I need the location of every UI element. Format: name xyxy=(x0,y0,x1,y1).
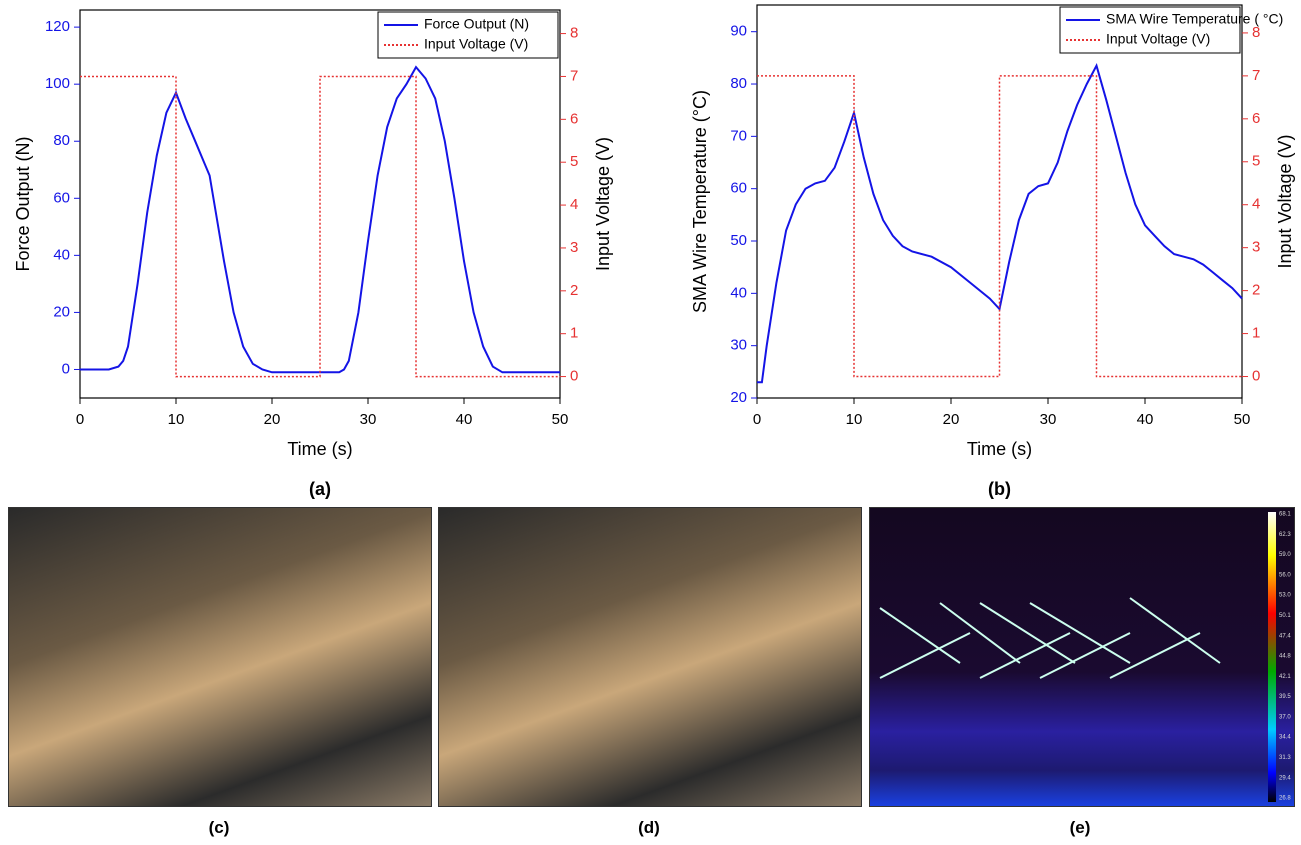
y2-tick-label: 6 xyxy=(1252,110,1260,127)
y-axis-label: SMA Wire Temperature (°C) xyxy=(690,90,710,313)
y2-tick-label: 2 xyxy=(1252,282,1260,299)
wires xyxy=(879,597,1221,679)
y-tick-label: 90 xyxy=(730,23,747,40)
x-tick-label: 30 xyxy=(1040,411,1057,428)
scale-label: 59.0 xyxy=(1279,552,1291,558)
y2-tick-label: 5 xyxy=(570,153,578,170)
series-line xyxy=(80,65,560,374)
y-tick-label: 100 xyxy=(45,75,70,92)
x-axis-label: Time (s) xyxy=(967,439,1032,459)
panel-label: (d) xyxy=(638,818,660,837)
x-tick-label: 20 xyxy=(943,411,960,428)
scale-label: 29.4 xyxy=(1279,775,1291,781)
y-tick-label: 120 xyxy=(45,18,70,35)
x-tick-label: 10 xyxy=(168,411,185,428)
scale-label: 31.3 xyxy=(1279,755,1291,761)
y2-axis-label: Input Voltage (V) xyxy=(1275,134,1295,268)
x-axis-label: Time (s) xyxy=(287,439,352,459)
y-tick-label: 40 xyxy=(53,246,70,263)
legend-label: Input Voltage (V) xyxy=(1106,31,1210,47)
y-tick-label: 80 xyxy=(730,75,747,92)
photo-e: 68.1 62.3 59.0 56.0 53.0 50.1 47.4 44.8 42.1 39.5… xyxy=(869,507,1295,807)
y-tick-label: 40 xyxy=(730,284,747,301)
scale-label: 44.8 xyxy=(1279,654,1291,660)
y2-tick-label: 7 xyxy=(1252,67,1260,84)
y2-tick-label: 4 xyxy=(570,196,578,213)
scale-label: 37.0 xyxy=(1279,714,1291,720)
legend-label: Input Voltage (V) xyxy=(424,36,528,52)
scale-label: 62.3 xyxy=(1279,532,1291,538)
y2-tick-label: 8 xyxy=(1252,24,1260,41)
y2-tick-label: 3 xyxy=(570,239,578,256)
scale-label: 47.4 xyxy=(1279,633,1291,639)
photo-c xyxy=(8,507,432,807)
y-tick-label: 0 xyxy=(62,360,70,377)
plot-frame xyxy=(79,9,561,399)
x-tick-label: 50 xyxy=(1234,411,1251,428)
x-tick-label: 40 xyxy=(456,411,473,428)
y2-tick-label: 6 xyxy=(570,110,578,127)
legend-label: Force Output (N) xyxy=(424,16,529,32)
scale-label: 56.0 xyxy=(1279,572,1291,578)
y2-tick-label: 8 xyxy=(570,25,578,42)
x-tick-label: 10 xyxy=(846,411,863,428)
y2-tick-label: 0 xyxy=(570,368,578,385)
panel-label: (a) xyxy=(309,479,331,499)
panel-label: (b) xyxy=(988,479,1011,499)
scale-label: 53.0 xyxy=(1279,593,1291,599)
x-tick-label: 0 xyxy=(753,411,761,428)
y-tick-label: 20 xyxy=(730,389,747,406)
legend-box xyxy=(1059,6,1241,54)
scale-label: 68.1 xyxy=(1279,512,1291,518)
panel-label: (c) xyxy=(208,818,230,837)
y-tick-label: 30 xyxy=(730,337,747,354)
y2-tick-label: 3 xyxy=(1252,239,1260,256)
thermal-overlay: 68.1 62.3 59.0 56.0 53.0 50.1 47.4 44.8 42.1 39.5… xyxy=(879,512,1291,802)
series-line xyxy=(757,75,1242,378)
scale-label: 39.5 xyxy=(1279,694,1291,700)
y-tick-label: 80 xyxy=(53,132,70,149)
charts: 0 10 20 30 40 50020406080100120012345678Time … xyxy=(13,4,1295,499)
y2-tick-label: 4 xyxy=(1252,196,1260,213)
scale-label: 50.1 xyxy=(1279,613,1291,619)
y2-tick-label: 7 xyxy=(570,67,578,84)
y-tick-label: 20 xyxy=(53,303,70,320)
plot-frame xyxy=(756,4,1243,399)
y-tick-label: 70 xyxy=(730,127,747,144)
scale-label: 42.1 xyxy=(1279,674,1291,680)
y-axis-label: Force Output (N) xyxy=(13,136,33,271)
y-tick-label: 60 xyxy=(730,180,747,197)
photo-d xyxy=(438,507,862,807)
series-line xyxy=(757,63,1243,384)
y-tick-label: 50 xyxy=(730,232,747,249)
panel-label: (e) xyxy=(1069,818,1091,837)
series-line xyxy=(80,75,560,378)
scale-label: 26.8 xyxy=(1279,796,1291,802)
y2-axis-label: Input Voltage (V) xyxy=(593,137,613,271)
x-tick-label: 0 xyxy=(76,411,84,428)
y2-tick-label: 1 xyxy=(570,325,578,342)
y-tick-label: 60 xyxy=(53,189,70,206)
legend-box xyxy=(377,11,559,59)
y2-tick-label: 5 xyxy=(1252,153,1260,170)
x-tick-label: 30 xyxy=(360,411,377,428)
x-tick-label: 20 xyxy=(264,411,281,428)
x-tick-label: 40 xyxy=(1137,411,1154,428)
scale-label: 34.4 xyxy=(1279,735,1291,741)
y2-tick-label: 0 xyxy=(1252,367,1260,384)
y2-tick-label: 2 xyxy=(570,282,578,299)
x-tick-label: 50 xyxy=(552,411,569,428)
legend-label: SMA Wire Temperature ( °C) xyxy=(1106,11,1283,27)
color-bar xyxy=(1268,512,1276,802)
color-scale: 68.1 62.3 59.0 56.0 53.0 50.1 47.4 44.8 42.1 39.5… xyxy=(1279,512,1291,802)
y2-tick-label: 1 xyxy=(1252,325,1260,342)
